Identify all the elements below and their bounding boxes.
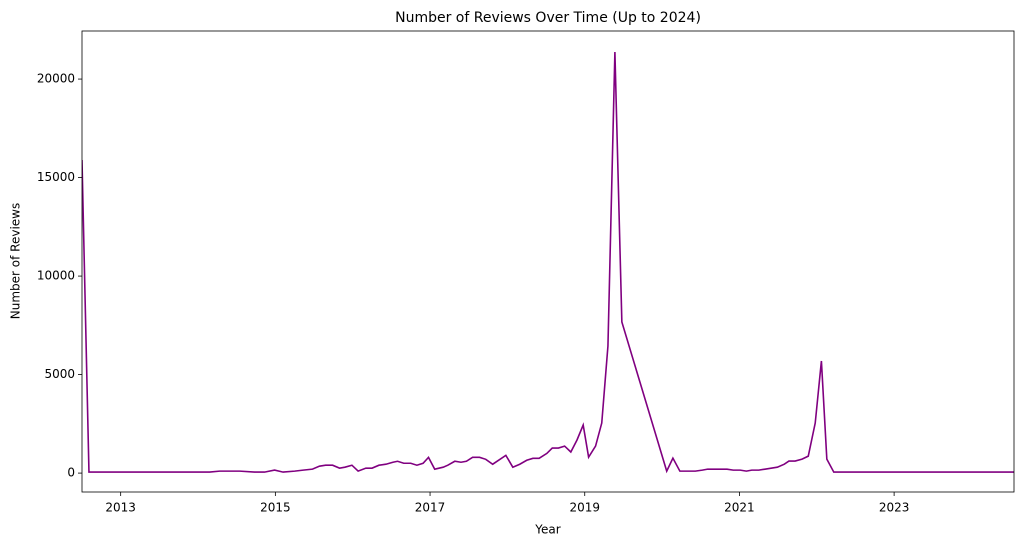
y-tick-label: 0 <box>67 466 75 480</box>
plot-clip-group <box>82 52 1014 474</box>
plot-frame <box>81 30 1015 493</box>
y-axis-label: Number of Reviews <box>9 203 23 319</box>
x-tick-label: 2019 <box>569 501 600 515</box>
x-tick-label: 2023 <box>879 501 910 515</box>
y-tick-label: 15000 <box>37 170 75 184</box>
x-tick-label: 2017 <box>415 501 446 515</box>
x-tick-label: 2015 <box>260 501 291 515</box>
chart-title: Number of Reviews Over Time (Up to 2024) <box>395 10 701 26</box>
data-line <box>82 52 1014 474</box>
y-tick-label: 10000 <box>37 269 75 283</box>
x-axis-label: Year <box>534 523 560 537</box>
x-tick-label: 2013 <box>105 501 136 515</box>
x-tick-label: 2021 <box>724 501 755 515</box>
y-tick-label: 5000 <box>44 367 75 381</box>
y-tick-label: 20000 <box>37 72 75 86</box>
